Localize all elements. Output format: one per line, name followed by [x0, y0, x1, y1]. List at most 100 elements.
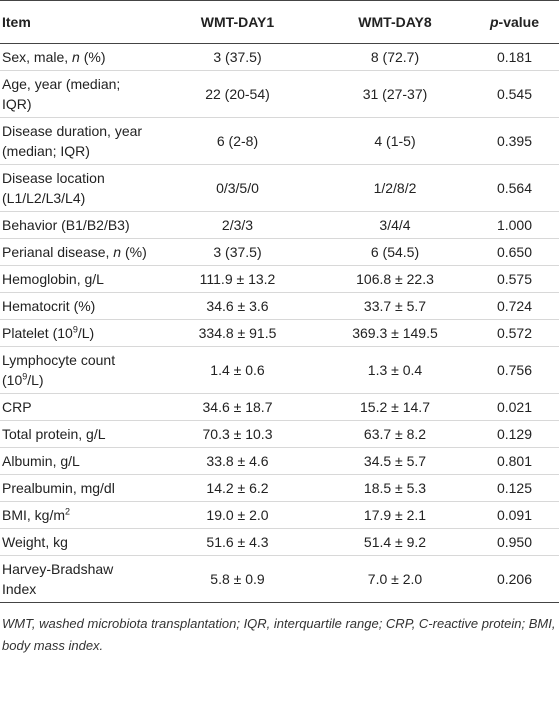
text-segment: /L) — [77, 325, 95, 341]
row-label: Platelet (109/L) — [0, 319, 155, 347]
table-cell: 34.5 ± 5.7 — [320, 447, 470, 475]
table-cell: 33.7 ± 5.7 — [320, 292, 470, 320]
text-segment: Perianal disease, — [2, 244, 114, 260]
table-cell: 0.564 — [470, 164, 559, 212]
table-cell: 0.572 — [470, 319, 559, 347]
text-segment: BMI, kg/m — [2, 507, 66, 523]
footnote: WMT, washed microbiota transplantation; … — [2, 616, 556, 653]
table-row: Perianal disease, n (%) 3 (37.5) 6 (54.5) 0… — [0, 238, 559, 266]
table-cell: 1.4 ± 0.6 — [155, 346, 320, 394]
table-cell: 0.545 — [470, 70, 559, 118]
table-cell: 4 (1-5) — [320, 117, 470, 165]
table-cell: 3/4/4 — [320, 211, 470, 239]
text-segment: n — [72, 49, 80, 65]
text-segment: p — [489, 14, 499, 30]
row-label: Sex, male, n (%) — [0, 43, 155, 71]
row-label: Hematocrit (%) — [0, 292, 155, 320]
table-row: Total protein, g/L 70.3 ± 10.3 63.7 ± 8.2 0… — [0, 420, 559, 448]
table-row: Weight, kg 51.6 ± 4.3 51.4 ± 9.2 0.950 — [0, 528, 559, 556]
table-cell: 2/3/3 — [155, 211, 320, 239]
data-table: Item WMT-DAY1 WMT-DAY8 p-value Sex, male, n… — [0, 0, 559, 603]
table-cell: 6 (2-8) — [155, 117, 320, 165]
table-cell: 6 (54.5) — [320, 238, 470, 266]
table-cell: 0.181 — [470, 43, 559, 71]
text-segment: Behavior (B1/B2/B3) — [2, 217, 130, 233]
table-cell: 51.4 ± 9.2 — [320, 528, 470, 556]
row-label: Hemoglobin, g/L — [0, 265, 155, 293]
text-segment: Hemoglobin, g/L — [2, 271, 104, 287]
text-segment: Harvey-Bradshaw Index — [2, 561, 114, 597]
table-row: Disease duration, year (median; IQR) 6 (2… — [0, 117, 559, 165]
text-segment: (%) — [121, 244, 147, 260]
table-cell: 0.021 — [470, 393, 559, 421]
table-cell: 63.7 ± 8.2 — [320, 420, 470, 448]
table-row: Platelet (109/L) 334.8 ± 91.5 369.3 ± 149.… — [0, 319, 559, 347]
text-segment: Item — [2, 14, 31, 30]
text-segment: -value — [498, 14, 540, 30]
text-segment: Age, year (median; IQR) — [2, 76, 121, 112]
table-cell: 51.6 ± 4.3 — [155, 528, 320, 556]
table-row: Sex, male, n (%) 3 (37.5) 8 (72.7) 0.181 — [0, 43, 559, 71]
header-row: Item WMT-DAY1 WMT-DAY8 p-value — [0, 0, 559, 44]
text-segment: Weight, kg — [2, 534, 68, 550]
table-row: Prealbumin, mg/dl 14.2 ± 6.2 18.5 ± 5.3 0.1… — [0, 474, 559, 502]
text-segment: /L) — [27, 372, 44, 388]
table-cell: 1.000 — [470, 211, 559, 239]
table-cell: 34.6 ± 3.6 — [155, 292, 320, 320]
header-cell: p-value — [470, 0, 559, 44]
header-cell: WMT-DAY1 — [155, 0, 320, 44]
table-cell: 17.9 ± 2.1 — [320, 501, 470, 529]
table-cell: 0.129 — [470, 420, 559, 448]
row-label: Prealbumin, mg/dl — [0, 474, 155, 502]
text-segment: Albumin, g/L — [2, 453, 80, 469]
text-segment: Sex, male, — [2, 49, 73, 65]
table-cell: 0.650 — [470, 238, 559, 266]
table-cell: 0.395 — [470, 117, 559, 165]
header-cell: Item — [0, 0, 155, 44]
table-cell: 111.9 ± 13.2 — [155, 265, 320, 293]
row-label: CRP — [0, 393, 155, 421]
table-row: Lymphocyte count (109/L) 1.4 ± 0.6 1.3 ± 0… — [0, 346, 559, 394]
text-segment: Disease duration, year (median; IQR) — [2, 123, 143, 159]
table-row: Age, year (median; IQR) 22 (20-54) 31 (27-… — [0, 70, 559, 118]
text-segment: Lymphocyte count (10 — [2, 352, 116, 388]
table-cell: 7.0 ± 2.0 — [320, 555, 470, 603]
row-label: Albumin, g/L — [0, 447, 155, 475]
table-cell: 1.3 ± 0.4 — [320, 346, 470, 394]
table-cell: 0.756 — [470, 346, 559, 394]
table-cell: 0.091 — [470, 501, 559, 529]
text-segment: Prealbumin, mg/dl — [2, 480, 115, 496]
row-label: Age, year (median; IQR) — [0, 70, 155, 118]
table-cell: 369.3 ± 149.5 — [320, 319, 470, 347]
table-row: Harvey-Bradshaw Index 5.8 ± 0.9 7.0 ± 2.0 0… — [0, 555, 559, 603]
row-label: Total protein, g/L — [0, 420, 155, 448]
table-row: CRP 34.6 ± 18.7 15.2 ± 14.7 0.021 — [0, 393, 559, 421]
table-cell: 334.8 ± 91.5 — [155, 319, 320, 347]
text-segment: WMT-DAY1 — [200, 14, 275, 30]
table-cell: 0/3/5/0 — [155, 164, 320, 212]
table-cell: 0.724 — [470, 292, 559, 320]
text-segment: 9 — [72, 324, 78, 335]
row-label: Weight, kg — [0, 528, 155, 556]
table-cell: 0.575 — [470, 265, 559, 293]
table-cell: 22 (20-54) — [155, 70, 320, 118]
table-cell: 19.0 ± 2.0 — [155, 501, 320, 529]
table-cell: 106.8 ± 22.3 — [320, 265, 470, 293]
table-cell: 0.206 — [470, 555, 559, 603]
text-segment: 2 — [65, 506, 71, 517]
text-segment: 9 — [22, 371, 28, 382]
table-cell: 15.2 ± 14.7 — [320, 393, 470, 421]
row-label: Disease duration, year (median; IQR) — [0, 117, 155, 165]
table-cell: 5.8 ± 0.9 — [155, 555, 320, 603]
table-cell: 18.5 ± 5.3 — [320, 474, 470, 502]
table-cell: 1/2/8/2 — [320, 164, 470, 212]
row-label: Lymphocyte count (109/L) — [0, 346, 155, 394]
header-cell: WMT-DAY8 — [320, 0, 470, 44]
table-cell: 0.801 — [470, 447, 559, 475]
text-segment: WMT-DAY8 — [358, 14, 432, 30]
table-cell: 0.125 — [470, 474, 559, 502]
text-segment: n — [113, 244, 122, 260]
text-segment: CRP — [2, 399, 32, 415]
table-cell: 34.6 ± 18.7 — [155, 393, 320, 421]
